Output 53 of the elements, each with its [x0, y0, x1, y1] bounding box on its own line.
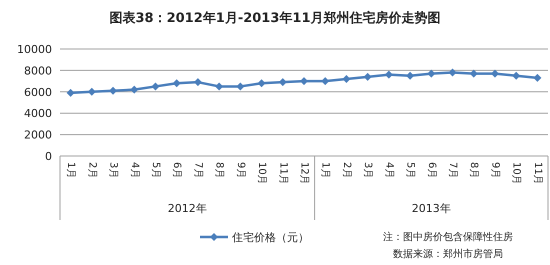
x-tick-label: 4月 — [383, 162, 394, 178]
x-tick-label: 1月 — [320, 162, 331, 178]
point — [194, 78, 202, 86]
text: 2012年 — [168, 202, 207, 215]
x-tick-label: 8月 — [468, 162, 480, 178]
point — [364, 72, 372, 81]
point — [384, 70, 393, 79]
x-tick-label: 10月 — [510, 162, 522, 185]
y-tick-label: 6000 — [24, 86, 52, 99]
y-tick-label: 8000 — [24, 64, 52, 78]
chart-title: 图表38：2012年1月-2013年11月郑州住宅房价走势图 — [110, 10, 440, 26]
x-tick-label: 9月 — [234, 162, 246, 178]
x-tick-label: 3月 — [108, 162, 119, 178]
point — [88, 88, 96, 96]
point — [342, 74, 350, 83]
y-tick-label: 10000 — [17, 43, 52, 56]
x-tick-label: 7月 — [447, 162, 458, 178]
source-note: 数据来源：郑州市房管局 — [393, 248, 503, 260]
y-tick-label: 4000 — [24, 107, 52, 120]
x-tick-label: 3月 — [362, 162, 374, 178]
point — [321, 77, 330, 86]
x-tick-label: 8月 — [214, 162, 225, 178]
point — [470, 70, 478, 78]
x-tick-label: 4月 — [128, 162, 140, 178]
x-tick-label: 11月 — [532, 162, 543, 185]
point — [300, 77, 308, 86]
y-tick-label: 0 — [45, 150, 52, 163]
x-tick-label: 2月 — [340, 162, 352, 178]
x-tick-label: 11月 — [277, 162, 288, 185]
y-tick-label: 2000 — [24, 128, 52, 142]
x-tick-label: 5月 — [404, 162, 416, 178]
point — [512, 72, 520, 80]
x-tick-label: 12月 — [298, 162, 310, 185]
x-tick-label: 7月 — [192, 162, 204, 178]
x-tick-label: 2月 — [86, 162, 98, 178]
point — [172, 79, 181, 88]
x-tick-label: 5月 — [150, 162, 161, 178]
legend-label: 住宅价格（元） — [232, 231, 309, 244]
text: 2013年 — [412, 202, 451, 215]
point — [130, 86, 138, 94]
x-tick-label: 1月 — [65, 162, 76, 178]
point — [427, 70, 436, 78]
point — [278, 78, 287, 86]
point — [66, 88, 75, 97]
text: 注：图中房价包含保障性住房 — [383, 231, 513, 243]
point — [151, 82, 160, 90]
point — [533, 74, 542, 82]
x-tick-label: 6月 — [426, 162, 437, 178]
point — [258, 79, 266, 88]
point — [406, 72, 414, 80]
x-tick-label: 6月 — [171, 162, 182, 178]
x-tick-label: 10月 — [256, 162, 268, 185]
x-tick-label: 9月 — [489, 162, 500, 178]
